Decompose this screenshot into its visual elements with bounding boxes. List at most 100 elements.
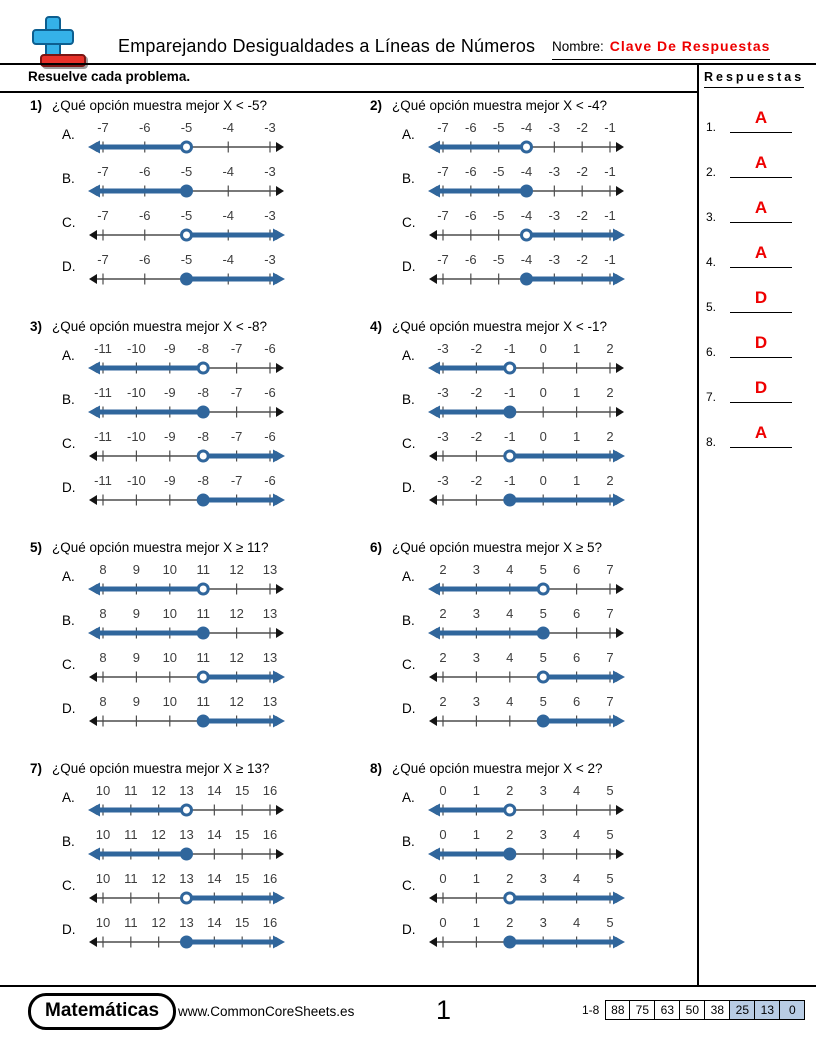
answer-option: B. 8 9 10 11 12 13 bbox=[30, 604, 370, 648]
problem-number: 5) bbox=[30, 540, 43, 555]
tick-label: -3 bbox=[549, 164, 561, 179]
tick-label: -6 bbox=[465, 208, 477, 223]
answer-option: C. -7 -6 -5 -4 -3 -2 -1 bbox=[370, 206, 697, 250]
tick-label: 12 bbox=[151, 783, 165, 798]
tick-label: -9 bbox=[164, 385, 176, 400]
tick-label: 0 bbox=[540, 385, 547, 400]
tick-label: -6 bbox=[264, 385, 276, 400]
answer-option: D. 10 11 12 13 14 15 16 bbox=[30, 913, 370, 957]
open-circle bbox=[536, 582, 550, 596]
number-line-slot: 10 11 12 13 14 15 16 bbox=[88, 869, 285, 916]
ray-arrow-icon bbox=[613, 228, 625, 242]
question-row: 5) ¿Qué opción muestra mejor X ≥ 11? bbox=[30, 540, 370, 555]
tick-label: 3 bbox=[473, 606, 480, 621]
open-circle bbox=[196, 582, 210, 596]
tick-label: 2 bbox=[606, 385, 613, 400]
tick-label: -4 bbox=[521, 164, 533, 179]
tick-label: -3 bbox=[264, 208, 276, 223]
tick-label: 5 bbox=[606, 871, 613, 886]
tick-label: -8 bbox=[197, 385, 209, 400]
option-letter: B. bbox=[62, 392, 75, 407]
axis-arrow-right-icon bbox=[616, 805, 624, 815]
tick-label: -8 bbox=[197, 429, 209, 444]
tick-label: 10 bbox=[96, 871, 110, 886]
answer-number: 6. bbox=[706, 345, 717, 359]
tick-label: -2 bbox=[576, 120, 588, 135]
answer-option: B. -7 -6 -5 -4 -3 bbox=[30, 162, 370, 206]
option-letter: D. bbox=[402, 480, 416, 495]
tick-label: 12 bbox=[229, 650, 243, 665]
tick-label: -7 bbox=[231, 429, 243, 444]
number-line: 2 3 4 5 6 7 bbox=[428, 606, 624, 640]
tick-label: -3 bbox=[549, 252, 561, 267]
number-line-slot: 8 9 10 11 12 13 bbox=[88, 604, 285, 651]
answer-key-label: Clave De Respuestas bbox=[609, 38, 771, 54]
tick-label: 8 bbox=[99, 650, 106, 665]
axis-arrow-right-icon bbox=[616, 142, 624, 152]
option-letter: C. bbox=[62, 436, 76, 451]
ray-arrow-icon bbox=[273, 449, 285, 463]
tick-label: -3 bbox=[437, 429, 449, 444]
header-rule bbox=[0, 63, 816, 65]
axis-arrow-left-icon bbox=[429, 672, 437, 682]
closed-circle bbox=[180, 935, 193, 949]
open-circle bbox=[196, 670, 210, 684]
score-cell: 50 bbox=[680, 1000, 706, 1020]
problem-number: 7) bbox=[30, 761, 43, 776]
problem-number: 6) bbox=[370, 540, 383, 555]
tick-label: -3 bbox=[437, 385, 449, 400]
answer-option: D. 0 1 2 3 4 5 bbox=[370, 913, 697, 957]
tick-label: -1 bbox=[604, 252, 616, 267]
answer-option: C. -11 -10 -9 -8 -7 -6 bbox=[30, 427, 370, 471]
ray-arrow-icon bbox=[613, 891, 625, 905]
tick-label: 11 bbox=[196, 562, 210, 577]
tick-label: -3 bbox=[264, 120, 276, 135]
number-line: -7 -6 -5 -4 -3 -2 -1 bbox=[428, 164, 624, 198]
tick-label: -6 bbox=[264, 429, 276, 444]
answer-item: 1. A bbox=[704, 106, 814, 151]
tick-label: -7 bbox=[97, 164, 109, 179]
answer-number: 8. bbox=[706, 435, 717, 449]
tick-label: -6 bbox=[264, 473, 276, 488]
tick-label: -7 bbox=[437, 208, 449, 223]
answer-item: 8. A bbox=[704, 421, 814, 466]
number-line: 8 9 10 11 12 13 bbox=[89, 694, 285, 728]
tick-label: -7 bbox=[97, 208, 109, 223]
tick-label: 1 bbox=[573, 385, 580, 400]
tick-label: -2 bbox=[576, 252, 588, 267]
tick-label: -5 bbox=[181, 252, 193, 267]
closed-circle bbox=[503, 847, 517, 861]
tick-label: 12 bbox=[151, 827, 165, 842]
open-circle bbox=[196, 449, 210, 463]
tick-label: -6 bbox=[264, 341, 276, 356]
tick-label: -4 bbox=[222, 208, 234, 223]
ray-arrow-icon bbox=[273, 891, 285, 905]
score-cell: 0 bbox=[780, 1000, 806, 1020]
tick-label: 10 bbox=[163, 606, 177, 621]
option-letter: D. bbox=[62, 480, 76, 495]
question-row: 8) ¿Qué opción muestra mejor X < 2? bbox=[370, 761, 697, 776]
tick-label: 7 bbox=[606, 650, 613, 665]
answer-option: D. -11 -10 -9 -8 -7 -6 bbox=[30, 471, 370, 515]
answer-option: B. -3 -2 -1 0 1 2 bbox=[370, 383, 697, 427]
tick-label: -7 bbox=[437, 164, 449, 179]
problem: 7) ¿Qué opción muestra mejor X ≥ 13? A. … bbox=[30, 761, 370, 982]
tick-label: -5 bbox=[493, 208, 505, 223]
axis-arrow-right-icon bbox=[616, 407, 624, 417]
number-line-slot: -7 -6 -5 -4 -3 bbox=[88, 250, 285, 297]
answer-option: C. 10 11 12 13 14 15 16 bbox=[30, 869, 370, 913]
ray-arrow-icon bbox=[88, 626, 100, 640]
ray-arrow-icon bbox=[428, 184, 440, 198]
tick-label: 5 bbox=[540, 562, 547, 577]
tick-label: -4 bbox=[222, 252, 234, 267]
tick-label: -4 bbox=[521, 252, 533, 267]
tick-label: 3 bbox=[540, 827, 547, 842]
ray-arrow-icon bbox=[273, 272, 285, 286]
problem-number: 1) bbox=[30, 98, 43, 113]
answer-option: A. -7 -6 -5 -4 -3 bbox=[30, 118, 370, 162]
tick-label: -4 bbox=[521, 120, 533, 135]
tick-label: 15 bbox=[235, 871, 249, 886]
answer-number: 2. bbox=[706, 165, 717, 179]
answers-panel-title: Respuestas bbox=[704, 70, 805, 88]
answer-number: 5. bbox=[706, 300, 717, 314]
